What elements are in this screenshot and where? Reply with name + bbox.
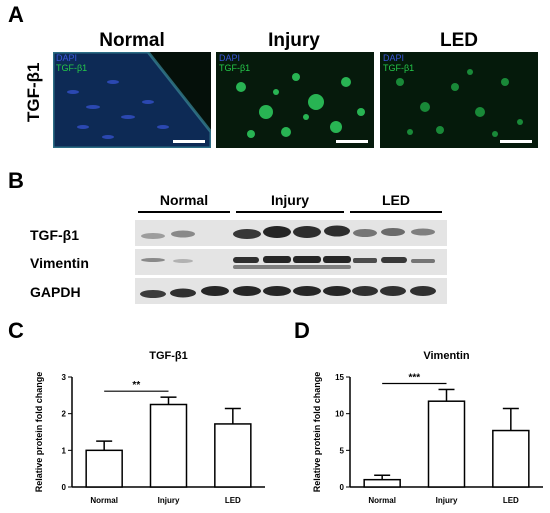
scale-bar (173, 140, 205, 143)
condition-title-injury: Injury (268, 30, 320, 51)
stain-label-dapi: DAPI (56, 53, 78, 63)
blot-strip-vimentin (135, 249, 447, 275)
bar-normal (85, 449, 123, 488)
micrograph-led-image (380, 52, 538, 148)
panel-label-c: C (8, 318, 24, 343)
y-tick-label: 1 (62, 446, 67, 455)
panel-a-row-label: TGF-β1 (24, 62, 43, 122)
blot-group-injury: Injury (270, 192, 310, 208)
bar-injury (427, 400, 466, 488)
blot-bands-vimentin (141, 256, 435, 269)
panel-label-d: D (294, 318, 310, 343)
blot-group-line-led (350, 211, 442, 213)
y-tick-label: 15 (335, 373, 344, 382)
x-tick-label: LED (503, 496, 519, 505)
chart-title: Vimentin (423, 350, 470, 362)
bar-injury (149, 403, 188, 488)
y-tick-label: 2 (62, 410, 67, 419)
blot-row-label-gapdh: GAPDH (30, 284, 81, 300)
stain-label-dapi: DAPI (219, 53, 241, 63)
blot-group-normal: Normal (159, 192, 209, 208)
condition-title-led: LED (440, 30, 478, 51)
x-tick-label: LED (225, 496, 241, 505)
x-tick-label: Normal (368, 496, 396, 505)
significance-label: ** (132, 380, 140, 391)
bar-normal (363, 478, 401, 488)
condition-title-normal: Normal (99, 30, 165, 51)
bar-led (214, 423, 252, 488)
blot-group-line-normal (138, 211, 230, 213)
y-tick-label: 10 (335, 410, 344, 419)
bar-chart-tgf: TGF-β1 Relative protein fold change 0 1 2 3 No… (34, 350, 265, 505)
x-tick-label: Injury (436, 496, 458, 505)
stain-label-tgf: TGF-β1 (219, 63, 251, 73)
blot-group-led: LED (382, 192, 410, 208)
y-tick-label: 0 (340, 483, 345, 492)
panel-label-b: B (8, 168, 24, 193)
y-axis-label: Relative protein fold change (312, 372, 322, 493)
y-tick-label: 3 (62, 373, 67, 382)
y-tick-label: 0 (62, 483, 67, 492)
x-tick-label: Injury (158, 496, 180, 505)
micrograph-injury-image (216, 52, 374, 148)
y-axis-label: Relative protein fold change (34, 372, 44, 493)
scale-bar (500, 140, 532, 143)
blot-bands-tgf (141, 225, 435, 239)
chart-title: TGF-β1 (149, 350, 188, 362)
x-tick-label: Normal (90, 496, 118, 505)
blot-strip-gapdh (135, 278, 447, 304)
micrograph-normal: DAPI TGF-β1 (53, 52, 211, 148)
stain-label-dapi: DAPI (383, 53, 405, 63)
scale-bar (336, 140, 368, 143)
bar-chart-vimentin: Vimentin Relative protein fold change 0 5 10… (312, 350, 543, 505)
micrograph-injury: DAPI TGF-β1 (216, 52, 374, 148)
blot-row-label-vimentin: Vimentin (30, 255, 89, 271)
micrograph-normal-image (53, 52, 211, 148)
y-tick-label: 5 (340, 446, 345, 455)
micrograph-led: DAPI TGF-β1 (380, 52, 538, 148)
blot-bands-gapdh (140, 286, 436, 298)
stain-label-tgf: TGF-β1 (383, 63, 415, 73)
blot-group-line-injury (236, 211, 344, 213)
stain-label-tgf: TGF-β1 (56, 63, 88, 73)
blot-strip-tgf (135, 220, 447, 246)
bar-led (492, 429, 530, 488)
blot-row-label-tgf: TGF-β1 (30, 227, 79, 243)
significance-label: *** (408, 372, 420, 383)
panel-label-a: A (8, 2, 24, 27)
